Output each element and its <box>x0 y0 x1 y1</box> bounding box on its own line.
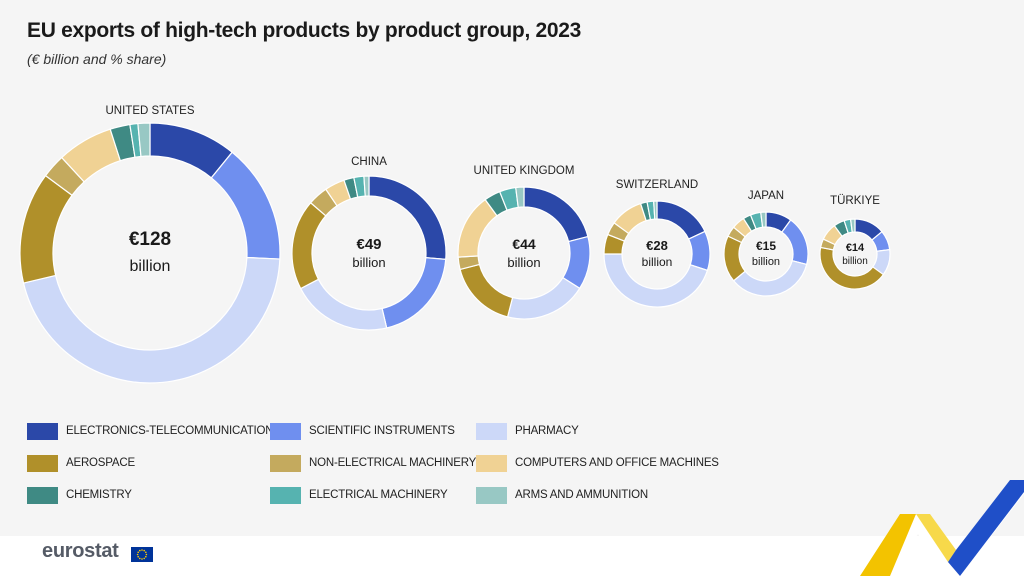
donut-slice-scientific <box>210 151 281 260</box>
legend-swatch <box>27 486 58 504</box>
legend-item-non-electrical: NON-ELECTRICAL MACHINERY <box>270 453 476 473</box>
legend-label: ELECTRICAL MACHINERY <box>309 489 448 501</box>
legend-item-computers: COMPUTERS AND OFFICE MACHINES <box>476 453 719 473</box>
legend-swatch <box>476 454 507 472</box>
total-unit-label: billion <box>842 256 868 267</box>
legend-label: COMPUTERS AND OFFICE MACHINES <box>515 457 719 469</box>
donut-slice-scientific <box>381 257 447 329</box>
total-value-label: €14 <box>846 242 865 254</box>
legend-label: PHARMACY <box>515 425 579 437</box>
country-label: UNITED STATES <box>105 105 194 117</box>
eu-flag-icon <box>131 547 153 562</box>
legend-swatch <box>270 454 301 472</box>
donut-slice-arms <box>849 218 856 233</box>
chart-title: EU exports of high-tech products by prod… <box>27 19 582 42</box>
donut-switzerland: SWITZERLAND €28 billion <box>603 179 711 308</box>
total-value-label: €128 <box>129 229 171 250</box>
total-value-label: €44 <box>512 236 536 252</box>
donut-china: CHINA €49 billion <box>291 156 447 331</box>
legend-item-aerospace: AEROSPACE <box>27 453 135 473</box>
legend-item-scientific: SCIENTIFIC INSTRUMENTS <box>270 421 455 441</box>
total-value-label: €49 <box>356 236 381 253</box>
legend-label: CHEMISTRY <box>66 489 132 501</box>
donut-united-kingdom: UNITED KINGDOM €44 billion <box>457 165 591 320</box>
country-label: SWITZERLAND <box>616 179 698 191</box>
chart-subtitle: (€ billion and % share) <box>27 51 167 67</box>
legend-item-electronics: ELECTRONICS-TELECOMMUNICATIONS <box>27 421 281 441</box>
donut-slice-electronics <box>523 186 589 243</box>
legend-swatch <box>27 422 58 440</box>
donut-slice-scientific <box>687 230 711 272</box>
donut-slice-arms <box>137 122 151 158</box>
total-value-label: €28 <box>646 238 668 253</box>
legend-label: ELECTRONICS-TELECOMMUNICATIONS <box>66 425 281 437</box>
donut-slice-pharmacy <box>299 278 388 331</box>
donut-japan: JAPAN €15 billion <box>723 190 809 297</box>
donut-slice-pharmacy <box>22 256 281 384</box>
legend-swatch <box>27 454 58 472</box>
eurostat-swoosh-icon <box>860 480 1024 576</box>
donut-slice-arms <box>515 186 525 209</box>
legend-label: NON-ELECTRICAL MACHINERY <box>309 457 477 469</box>
legend-swatch <box>476 486 507 504</box>
donut-slice-aerospace <box>291 201 327 290</box>
legend-swatch <box>476 422 507 440</box>
country-label: TÜRKIYE <box>830 195 880 207</box>
legend-item-electrical: ELECTRICAL MACHINERY <box>270 485 448 505</box>
legend-label: ARMS AND AMMUNITION <box>515 489 648 501</box>
donut-slice-arms <box>653 200 658 220</box>
donut-slice-arms <box>363 175 370 197</box>
legend-label: SCIENTIFIC INSTRUMENTS <box>309 425 455 437</box>
donut-t-rkiye: TÜRKIYE €14 billion <box>819 195 891 290</box>
donut-slice-electronics <box>656 200 706 240</box>
donut-slice-aerospace <box>459 263 514 318</box>
donut-charts: UNITED STATES€128billionCHINA€49billionU… <box>19 105 891 384</box>
country-label: UNITED KINGDOM <box>474 165 575 177</box>
donut-united-states: UNITED STATES €128 billion <box>19 105 281 384</box>
country-label: CHINA <box>351 156 387 168</box>
total-value-label: €15 <box>756 239 776 253</box>
total-unit-label: billion <box>130 258 171 275</box>
donut-slice-arms <box>760 211 767 228</box>
eurostat-logo: eurostat <box>42 540 119 562</box>
legend-item-pharmacy: PHARMACY <box>476 421 579 441</box>
total-unit-label: billion <box>752 256 780 268</box>
legend-item-chemistry: CHEMISTRY <box>27 485 132 505</box>
donut-slice-aerospace <box>19 174 73 284</box>
legend-item-arms: ARMS AND AMMUNITION <box>476 485 648 505</box>
total-unit-label: billion <box>507 255 540 270</box>
legend-swatch <box>270 486 301 504</box>
donut-slice-scientific <box>781 219 809 266</box>
legend-label: AEROSPACE <box>66 457 135 469</box>
total-unit-label: billion <box>642 255 673 269</box>
donut-slice-pharmacy <box>506 276 581 320</box>
legend-swatch <box>270 422 301 440</box>
total-unit-label: billion <box>352 255 385 270</box>
country-label: JAPAN <box>748 190 784 202</box>
footer <box>0 536 1024 576</box>
